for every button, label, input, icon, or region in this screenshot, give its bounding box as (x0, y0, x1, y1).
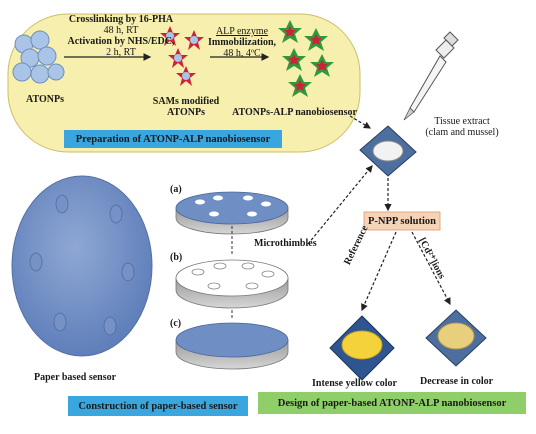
layer-c-disk (175, 322, 289, 370)
step1-text: Crosslinking by 16-PHA 48 h, RT Activati… (62, 14, 180, 58)
construction-banner-bg (68, 396, 248, 416)
reference-chip (329, 315, 395, 381)
step1-line4: 2 h, RT (106, 47, 136, 58)
layer-b-disk (175, 259, 289, 309)
atonps-cluster (12, 30, 65, 84)
sams-label: SAMs modified ATONPs (136, 96, 236, 118)
paper-sensor (11, 175, 153, 357)
step1-line3: Activation by NHS/EDC, (67, 36, 175, 47)
layer-b-label: (b) (170, 252, 183, 263)
tissue-line1: Tissue extract (434, 116, 490, 127)
sams-line2: ATONPs (167, 107, 205, 118)
sams-particles (160, 26, 204, 86)
tissue-line2: (clam and mussel) (425, 127, 499, 138)
intense-yellow-label: Intense yellow color (312, 378, 397, 389)
pnpp-box-bg (363, 211, 441, 231)
step2-line3: 48 h, 4ºC (223, 48, 261, 59)
design-banner-bg (258, 392, 526, 414)
arrow-microthimbles-to-chip (307, 165, 373, 245)
arrow-reference (361, 231, 397, 312)
layer-c-label: (c) (170, 318, 182, 329)
design-banner: Design of paper-based ATONP-ALP nanobios… (277, 397, 507, 409)
preparation-banner-bg (64, 130, 282, 148)
construction-banner: Construction of paper-based sensor (78, 400, 238, 412)
paper-sensor-label: Paper based sensor (34, 372, 117, 383)
pnpp-box: P-NPP solution (368, 215, 436, 227)
alp-particles (278, 20, 334, 97)
step2-text: ALP enzyme Immobilization, 48 h, 4ºC (206, 26, 278, 59)
atonps-label: ATONPs (26, 94, 64, 105)
sample-result-chip (425, 309, 487, 367)
step1-line1: Crosslinking by 16-PHA (68, 14, 174, 25)
microthimbles-label: Microthimbles (254, 238, 317, 249)
layer-a-disk (175, 191, 289, 235)
step2-line1: ALP enzyme (215, 26, 269, 37)
decrease-color-label: Decrease in color (420, 376, 494, 387)
nanobiosensor-label: ATONPs-ALP nanobiosensor (232, 107, 357, 118)
sample-chip (359, 125, 417, 177)
arrow-to-chip (349, 115, 372, 129)
tissue-label: Tissue extract (clam and mussel) (412, 116, 512, 138)
pipette-icon (403, 31, 459, 121)
layer-a-label: (a) (170, 184, 182, 195)
step2-line2: Immobilization, (207, 37, 277, 48)
step1-line2: 48 h, RT (103, 25, 139, 36)
preparation-panel (7, 13, 361, 153)
arrow-cd-ions (411, 231, 451, 306)
preparation-banner: Preparation of ATONP-ALP nanobiosensor (75, 133, 271, 145)
sams-line1: SAMs modified (152, 96, 220, 107)
